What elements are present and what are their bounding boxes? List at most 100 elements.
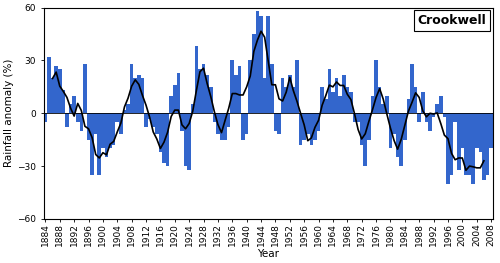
Bar xyxy=(360,113,364,145)
Bar xyxy=(392,113,396,134)
Bar xyxy=(490,113,493,149)
Bar xyxy=(180,113,184,131)
Bar xyxy=(158,113,162,152)
Bar xyxy=(306,113,310,134)
Bar xyxy=(450,113,454,175)
Bar xyxy=(378,87,382,113)
Bar xyxy=(439,96,442,113)
Bar xyxy=(116,113,119,122)
Bar xyxy=(446,113,450,184)
Bar xyxy=(173,85,176,113)
Bar xyxy=(400,113,403,166)
Bar xyxy=(212,113,216,122)
Bar xyxy=(90,113,94,175)
X-axis label: Year: Year xyxy=(257,249,279,259)
Bar xyxy=(65,113,68,127)
Bar xyxy=(230,60,234,113)
Bar xyxy=(51,78,54,113)
Bar xyxy=(98,113,101,175)
Bar xyxy=(356,113,360,122)
Bar xyxy=(126,104,130,113)
Bar xyxy=(295,60,299,113)
Bar xyxy=(320,87,324,113)
Bar xyxy=(342,74,345,113)
Bar xyxy=(134,78,137,113)
Bar xyxy=(388,113,392,149)
Bar xyxy=(299,113,302,145)
Bar xyxy=(245,113,248,134)
Bar xyxy=(418,113,421,122)
Bar xyxy=(284,87,288,113)
Bar xyxy=(324,99,328,113)
Bar xyxy=(367,113,370,140)
Bar xyxy=(130,64,134,113)
Bar xyxy=(122,110,126,113)
Bar xyxy=(403,113,406,140)
Bar xyxy=(162,113,166,163)
Bar xyxy=(83,64,86,113)
Bar xyxy=(468,113,471,175)
Bar xyxy=(428,113,432,131)
Bar xyxy=(72,96,76,113)
Bar xyxy=(44,113,47,122)
Bar xyxy=(475,113,478,149)
Bar xyxy=(104,113,108,157)
Bar xyxy=(317,113,320,131)
Bar xyxy=(421,92,424,113)
Bar xyxy=(414,87,418,113)
Bar xyxy=(338,96,342,113)
Bar xyxy=(256,11,259,113)
Bar xyxy=(54,66,58,113)
Bar xyxy=(216,113,220,134)
Bar xyxy=(482,113,486,180)
Bar xyxy=(385,96,388,113)
Bar xyxy=(436,104,439,113)
Bar xyxy=(220,113,224,140)
Bar xyxy=(277,113,281,134)
Bar xyxy=(137,74,140,113)
Bar xyxy=(86,113,90,140)
Bar xyxy=(94,113,98,134)
Bar xyxy=(206,74,209,113)
Bar xyxy=(410,64,414,113)
Bar xyxy=(188,113,191,170)
Bar xyxy=(242,113,245,140)
Bar xyxy=(274,113,277,131)
Bar xyxy=(396,113,400,157)
Bar xyxy=(328,69,331,113)
Bar xyxy=(119,113,122,134)
Bar xyxy=(266,17,270,113)
Bar xyxy=(234,74,237,113)
Bar xyxy=(292,87,295,113)
Bar xyxy=(148,113,152,119)
Bar xyxy=(184,113,188,166)
Bar xyxy=(80,113,83,131)
Bar xyxy=(313,113,317,140)
Bar xyxy=(302,113,306,140)
Bar xyxy=(331,92,334,113)
Bar xyxy=(464,113,468,175)
Bar xyxy=(310,113,313,145)
Bar xyxy=(457,113,460,170)
Bar xyxy=(252,34,256,113)
Bar xyxy=(194,46,198,113)
Bar xyxy=(166,113,170,166)
Bar xyxy=(140,78,144,113)
Bar xyxy=(58,69,61,113)
Bar xyxy=(281,78,284,113)
Bar xyxy=(349,92,352,113)
Bar xyxy=(454,113,457,122)
Bar xyxy=(352,113,356,122)
Bar xyxy=(248,60,252,113)
Bar xyxy=(68,104,72,113)
Bar xyxy=(460,113,464,149)
Bar xyxy=(224,113,227,140)
Bar xyxy=(112,113,116,145)
Bar xyxy=(478,113,482,152)
Bar xyxy=(170,96,173,113)
Bar xyxy=(176,73,180,113)
Bar xyxy=(364,113,367,166)
Bar xyxy=(432,113,436,117)
Bar xyxy=(152,113,155,127)
Bar xyxy=(62,90,65,113)
